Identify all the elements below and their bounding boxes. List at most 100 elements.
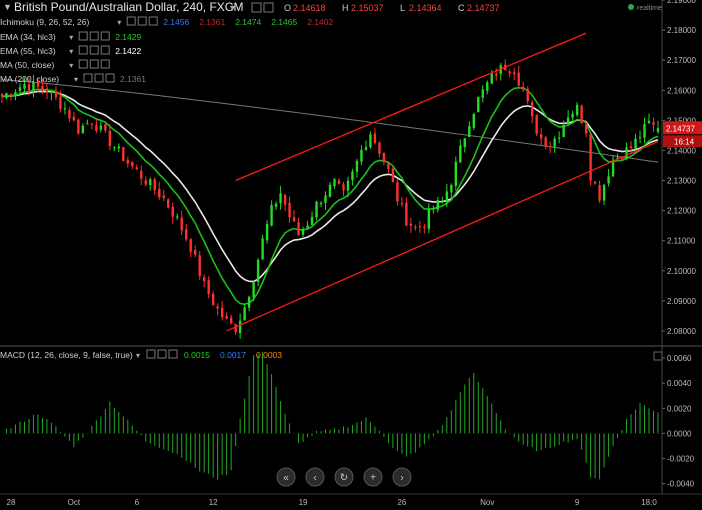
zoom-in-icon-glyph: + xyxy=(370,473,376,484)
candle-body xyxy=(445,191,449,203)
indicator-close-icon[interactable] xyxy=(105,73,115,83)
candle-body xyxy=(95,125,98,132)
candle-body xyxy=(629,146,633,149)
zoom-in-icon[interactable] xyxy=(363,467,383,487)
candle-body xyxy=(72,116,76,121)
candle-body xyxy=(400,203,404,205)
indicator-name: EMA (55, hlc3) xyxy=(0,46,56,56)
indicator-value: 2.1361 xyxy=(199,17,225,27)
indicator-settings-icon[interactable] xyxy=(126,16,136,26)
ohlc-label: C xyxy=(458,3,465,13)
candle-body xyxy=(328,184,332,197)
ohlc-label: O xyxy=(284,3,291,13)
candle-body xyxy=(41,85,44,91)
channel-upper-line[interactable] xyxy=(235,32,587,182)
candle-body xyxy=(557,137,561,139)
zoom-out-icon[interactable] xyxy=(305,467,325,487)
indicator-settings-icon[interactable] xyxy=(83,73,93,83)
price-tag-value: 2.14737 xyxy=(666,124,695,133)
macd-value: 0.0017 xyxy=(220,350,246,360)
candle-body xyxy=(522,86,525,90)
indicator-visibility-icon[interactable] xyxy=(89,45,99,55)
realtime-status: realtime xyxy=(637,5,662,12)
indicator-visibility-icon[interactable] xyxy=(94,73,104,83)
candle-body xyxy=(288,202,291,218)
price-tick-label: 2.08000 xyxy=(667,327,696,336)
indicator-visibility-icon[interactable] xyxy=(89,31,99,41)
channel-lower-line[interactable] xyxy=(226,140,659,332)
candle-body xyxy=(216,306,219,309)
candle-body xyxy=(234,324,237,333)
candle-body xyxy=(23,84,26,89)
candle-body xyxy=(18,87,22,91)
time-tick-label: 6 xyxy=(135,498,140,507)
candle-body xyxy=(414,226,417,228)
settings-icon[interactable] xyxy=(251,2,262,13)
candle-body xyxy=(252,282,255,298)
candle-body xyxy=(472,113,475,128)
candle-body xyxy=(486,82,489,91)
candle-body xyxy=(140,170,143,179)
macd-value: 0.0015 xyxy=(184,350,210,360)
indicator-visibility-icon[interactable] xyxy=(89,59,99,69)
candle-body xyxy=(324,195,327,203)
macd-pane-maximize-icon[interactable] xyxy=(653,351,663,361)
symbol-title: British Pound/Australian Dollar, 240, FX… xyxy=(14,0,243,14)
candle-body xyxy=(553,138,556,147)
scroll-forward-icon[interactable] xyxy=(392,467,412,487)
candle-body xyxy=(238,320,242,333)
macd-tick-label: 0.0020 xyxy=(667,404,692,413)
indicator-close-icon[interactable] xyxy=(100,31,110,41)
indicator-visibility-icon[interactable] xyxy=(137,16,147,26)
candle-body xyxy=(54,91,58,98)
candle-body xyxy=(171,206,174,217)
candle-body xyxy=(36,82,40,87)
countdown-box xyxy=(663,135,702,148)
header-bullet: ▼ xyxy=(3,2,12,12)
indicator-close-icon[interactable] xyxy=(100,59,110,69)
candle-body xyxy=(634,138,637,149)
candle-body xyxy=(346,180,350,191)
candle-body xyxy=(544,137,547,147)
candle-body xyxy=(513,72,516,75)
scroll-back-icon[interactable] xyxy=(276,467,296,487)
reset-icon-glyph: ↻ xyxy=(340,473,348,484)
candle-body xyxy=(158,188,161,198)
candle-body xyxy=(477,96,480,113)
reset-icon[interactable] xyxy=(334,467,354,487)
candle-body xyxy=(364,147,368,150)
time-tick-label: 9 xyxy=(575,498,580,507)
candle-body xyxy=(113,147,116,149)
candle-body xyxy=(265,223,269,241)
indicator-settings-icon[interactable] xyxy=(78,59,88,69)
visibility-icon[interactable] xyxy=(263,2,274,13)
macd-settings-icon[interactable] xyxy=(146,349,156,359)
candle-body xyxy=(77,119,80,134)
indicator-close-icon[interactable] xyxy=(148,16,158,26)
candle-body xyxy=(530,102,534,117)
candle-body xyxy=(490,73,493,84)
candle-body xyxy=(539,134,543,139)
time-tick-label: Oct xyxy=(68,498,81,507)
ohlc-value: 2.14737 xyxy=(467,3,500,13)
indicator-close-icon[interactable] xyxy=(100,45,110,55)
indicator-settings-icon[interactable] xyxy=(78,31,88,41)
price-tag-box xyxy=(663,121,702,135)
candle-body xyxy=(593,181,597,184)
candle-body xyxy=(27,84,31,91)
candle-body xyxy=(409,223,413,226)
candle-body xyxy=(391,168,395,183)
candle-body xyxy=(131,161,134,167)
candle-body xyxy=(283,194,287,205)
macd-visibility-icon[interactable] xyxy=(157,349,167,359)
indicator-settings-icon[interactable] xyxy=(78,45,88,55)
price-tick-label: 2.19000 xyxy=(667,0,696,5)
price-tick-label: 2.10000 xyxy=(667,267,696,276)
macd-close-icon[interactable] xyxy=(168,349,178,359)
ma200-line xyxy=(1,79,659,163)
time-tick-label: 26 xyxy=(397,498,406,507)
candle-body xyxy=(50,91,53,94)
time-tick-label: 19 xyxy=(299,498,308,507)
